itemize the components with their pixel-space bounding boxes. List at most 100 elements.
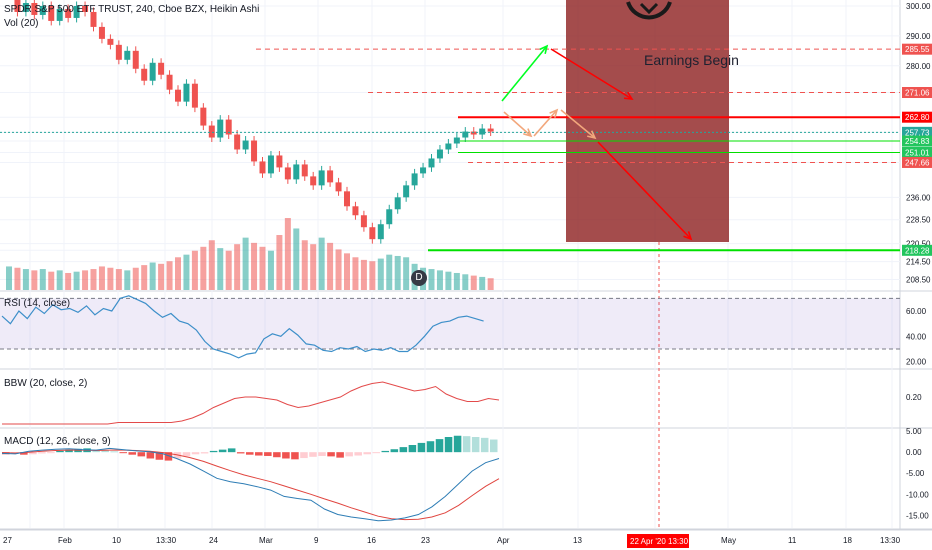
volume-bar <box>284 218 291 290</box>
macd-hist-bar <box>471 437 480 453</box>
price-badge-label: 218.28 <box>905 246 930 255</box>
candle-body <box>242 140 249 150</box>
volume-bar <box>352 257 359 290</box>
candle-body <box>420 167 427 174</box>
volume-bar <box>436 270 443 290</box>
volume-bar <box>301 240 308 290</box>
path-arrow-1 <box>503 111 532 137</box>
volume-bar <box>124 270 131 290</box>
candle-body <box>14 0 21 12</box>
volume-bar <box>82 270 89 290</box>
candle-body <box>386 209 393 225</box>
macd-hist-bar <box>354 452 362 456</box>
candle-body <box>487 128 494 132</box>
path-arrow-2 <box>533 109 558 137</box>
candle-body <box>31 2 38 15</box>
volume-bar <box>73 271 80 290</box>
path-arrow-3-head <box>587 130 597 140</box>
macd-hist-bar <box>318 452 326 456</box>
macd-hist-bar <box>65 449 73 453</box>
macd-hist-bar <box>182 452 191 457</box>
time-tick-label: 18 <box>843 536 852 545</box>
rsi-legend: RSI (14, close) <box>4 298 71 309</box>
macd-tick-label: 0.00 <box>906 448 922 457</box>
volume-bar <box>14 267 21 290</box>
candle-body <box>39 5 46 15</box>
macd-hist-bar <box>363 452 371 455</box>
volume-bar <box>225 250 232 290</box>
candle-body <box>335 182 342 192</box>
candle-body <box>183 83 190 102</box>
volume-bar <box>267 250 274 290</box>
volume-bar <box>208 240 215 290</box>
macd-hist-bar <box>47 452 55 454</box>
price-badge-label: 262.80 <box>905 113 930 122</box>
time-tick-label: 24 <box>209 536 218 545</box>
path-arrow-1-head <box>523 128 533 138</box>
candle-body <box>175 89 181 102</box>
rsi-line <box>1 295 484 359</box>
candle-body <box>22 2 29 12</box>
price-tick-label: 236.00 <box>906 193 931 202</box>
volume-bar <box>158 263 165 290</box>
volume-bar <box>115 269 122 290</box>
dividend-marker[interactable]: D <box>411 270 427 286</box>
price-tick-label: 280.00 <box>906 62 931 71</box>
candle-body <box>200 107 207 126</box>
earnings-zone <box>566 0 729 242</box>
earnings-annotation: Earnings Begin <box>644 52 739 68</box>
macd-hist-bar <box>236 452 245 454</box>
volume-bar <box>310 244 317 290</box>
volume-bar <box>234 244 241 290</box>
time-tick-label: Mar <box>259 536 273 545</box>
macd-hist-bar <box>480 437 489 453</box>
volume-bar <box>200 246 207 290</box>
macd-hist-bar <box>273 452 281 458</box>
macd-line <box>1 447 500 522</box>
time-tick-label: 27 <box>3 536 12 545</box>
volume-bar <box>149 262 156 290</box>
volume-bar <box>6 266 12 290</box>
volume-bar <box>175 257 181 290</box>
candle-body <box>234 134 241 150</box>
price-badge-label: 271.06 <box>905 89 930 98</box>
macd-hist-bar <box>399 447 408 453</box>
macd-legend: MACD (12, 26, close, 9) <box>4 436 111 447</box>
macd-hist-bar <box>309 452 317 457</box>
macd-hist-bar <box>29 452 37 455</box>
macd-hist-bar <box>164 452 173 461</box>
candle-body <box>394 197 401 210</box>
macd-tick-label: -10.00 <box>906 490 929 499</box>
macd-hist-bar <box>255 452 263 456</box>
price-badge-label: 251.01 <box>905 148 930 157</box>
price-tick-label: 290.00 <box>906 32 931 41</box>
volume-bar <box>31 270 38 290</box>
candle-body <box>428 158 435 168</box>
candle-body <box>436 149 443 159</box>
bear-arrow-1 <box>550 48 633 100</box>
macd-hist-bar <box>119 452 128 454</box>
candle-body <box>90 11 97 27</box>
volume-bar <box>183 254 190 290</box>
macd-hist-bar <box>245 452 254 455</box>
time-tick-label: 13 <box>573 536 582 545</box>
volume-bar <box>462 274 469 290</box>
candle-body <box>403 185 410 198</box>
macd-tick-label: 5.00 <box>906 427 922 436</box>
candle-body <box>284 167 291 180</box>
macd-hist-bar <box>38 452 46 454</box>
macd-hist-bar <box>227 448 236 453</box>
candle-body <box>225 119 232 135</box>
candle-body <box>217 119 224 138</box>
time-tick-label: 16 <box>367 536 376 545</box>
candle-body <box>453 137 460 144</box>
volume-bar <box>65 272 72 290</box>
candle-body <box>310 176 317 186</box>
candle-body <box>149 62 156 81</box>
time-tick-label: 13:30 <box>880 536 901 545</box>
logo-mark-icon <box>639 2 659 15</box>
candle-body <box>98 26 105 39</box>
candle-body <box>462 131 469 138</box>
time-highlight-label: 22 Apr '20 13:30 <box>630 537 689 546</box>
